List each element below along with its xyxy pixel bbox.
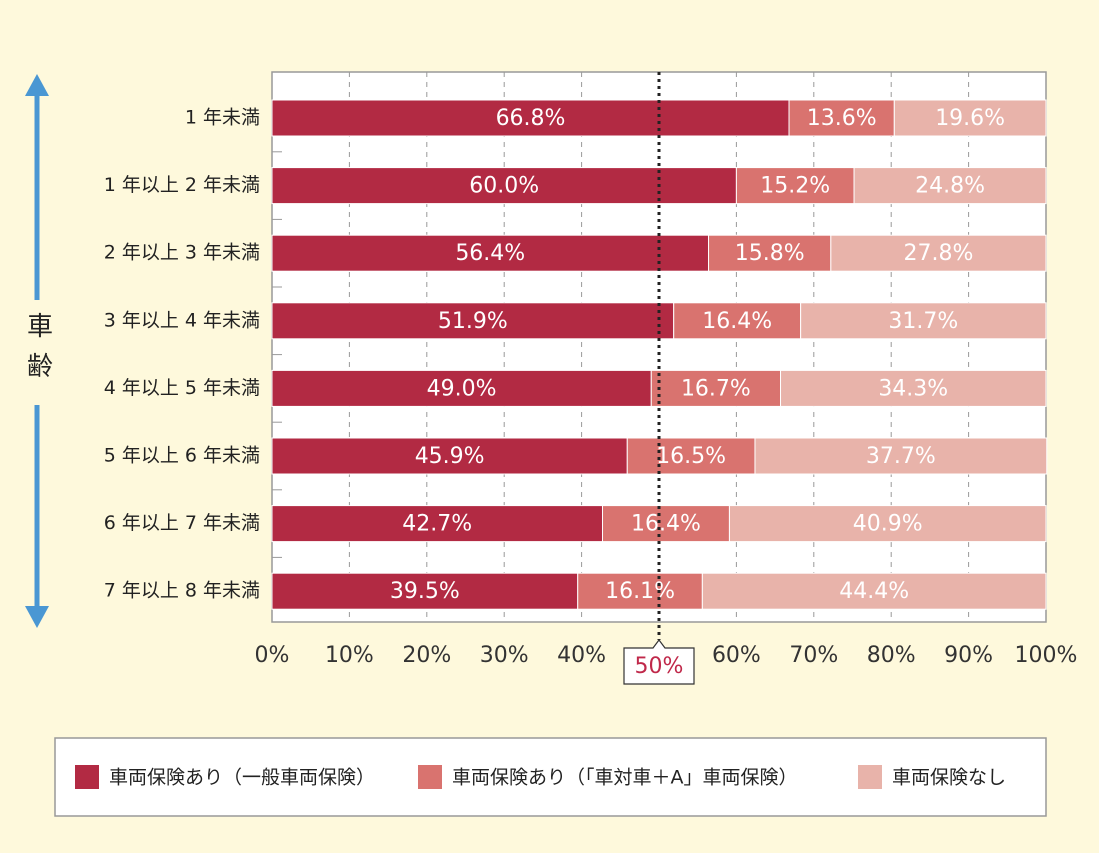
value-label: 51.9% xyxy=(438,309,508,334)
x-tick-label: 70% xyxy=(789,643,838,668)
bar-segment xyxy=(271,302,675,340)
y-tick-label: 1 年以上 2 年未満 xyxy=(104,174,260,196)
bar-segment xyxy=(728,505,1047,543)
bar-segment xyxy=(800,302,1047,340)
legend-swatch xyxy=(75,765,99,789)
annotation-box xyxy=(623,639,695,685)
value-label: 45.9% xyxy=(415,444,485,469)
x-tick-label: 40% xyxy=(557,643,606,668)
bar-segment xyxy=(701,572,1047,610)
value-label: 24.8% xyxy=(915,174,985,199)
x-tick-label: 0% xyxy=(255,643,290,668)
value-label: 31.7% xyxy=(888,309,958,334)
bar-segment xyxy=(271,369,652,407)
x-tick-label: 30% xyxy=(480,643,529,668)
bar-segment xyxy=(673,302,802,340)
value-label: 19.6% xyxy=(935,106,1005,131)
legend-swatch xyxy=(858,765,882,789)
bar-segment xyxy=(830,234,1047,272)
value-label: 16.1% xyxy=(605,579,675,604)
bar-segment xyxy=(271,505,603,543)
bar-segment xyxy=(650,369,782,407)
bar-segment xyxy=(626,437,756,475)
bar-segment xyxy=(708,234,832,272)
value-label: 16.7% xyxy=(681,376,751,401)
bar-segment xyxy=(780,369,1047,407)
legend-swatch xyxy=(418,765,442,789)
value-label: 27.8% xyxy=(903,241,973,266)
legend-label: 車両保険なし xyxy=(892,767,1006,789)
y-tick-label: 1 年未満 xyxy=(185,107,260,129)
value-label: 16.4% xyxy=(702,309,772,334)
bar-segment xyxy=(271,99,790,137)
legend-label: 車両保険あり（一般車両保険） xyxy=(109,767,375,789)
y-tick-label: 2 年以上 3 年未満 xyxy=(104,242,260,264)
age-arrows xyxy=(25,74,49,628)
value-label: 39.5% xyxy=(390,579,460,604)
y-tick-label: 6 年以上 7 年未満 xyxy=(104,512,260,534)
value-label: 16.5% xyxy=(656,444,726,469)
bar-segment xyxy=(601,505,730,543)
value-label: 40.9% xyxy=(853,512,923,537)
y-axis-label: 車齢 xyxy=(23,312,53,392)
bar-segment xyxy=(271,234,710,272)
annotation-label: 50% xyxy=(635,654,684,679)
value-label: 15.2% xyxy=(760,174,830,199)
x-tick-label: 20% xyxy=(402,643,451,668)
y-tick-label: 4 年以上 5 年未満 xyxy=(104,377,260,399)
bar-segment xyxy=(788,99,895,137)
x-tick-label: 60% xyxy=(712,643,761,668)
x-tick-label: 90% xyxy=(944,643,993,668)
value-label: 49.0% xyxy=(427,376,497,401)
bar-segment xyxy=(853,167,1047,205)
x-tick-label: 10% xyxy=(325,643,374,668)
bar-segment xyxy=(577,572,703,610)
value-label: 15.8% xyxy=(735,241,805,266)
y-tick-label: 3 年以上 4 年未満 xyxy=(104,309,260,331)
value-label: 42.7% xyxy=(402,512,472,537)
bar-segment xyxy=(754,437,1048,475)
value-label: 34.3% xyxy=(878,376,948,401)
y-tick-label: 5 年以上 6 年未満 xyxy=(104,445,260,467)
y-tick-label: 7 年以上 8 年未満 xyxy=(104,580,260,602)
value-label: 60.0% xyxy=(469,174,539,199)
x-tick-label: 100% xyxy=(1015,643,1078,668)
x-tick-label: 80% xyxy=(867,643,916,668)
bar-segment xyxy=(271,572,579,610)
value-label: 13.6% xyxy=(807,106,877,131)
bar-segment xyxy=(735,167,855,205)
legend-label: 車両保険あり（「車対車＋A」車両保険） xyxy=(452,767,798,789)
value-label: 37.7% xyxy=(866,444,936,469)
value-label: 44.4% xyxy=(839,579,909,604)
value-label: 16.4% xyxy=(631,512,701,537)
bar-segment xyxy=(271,437,628,475)
value-label: 56.4% xyxy=(455,241,525,266)
value-label: 66.8% xyxy=(496,106,566,131)
bar-segment xyxy=(893,99,1047,137)
